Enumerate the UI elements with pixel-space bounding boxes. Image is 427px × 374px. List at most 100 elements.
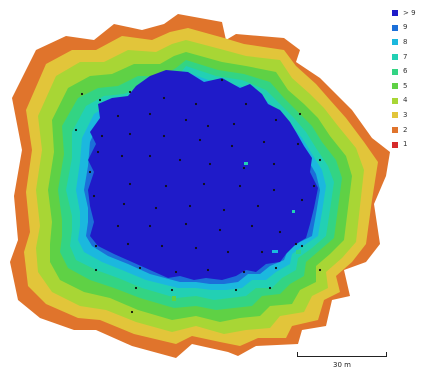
camera-point — [272, 188, 276, 192]
camera-point — [134, 286, 138, 290]
camera-point — [222, 208, 226, 212]
camera-point — [126, 242, 130, 246]
camera-point — [202, 182, 206, 186]
legend-swatch — [392, 68, 398, 75]
camera-point — [260, 250, 264, 254]
camera-point — [218, 228, 222, 232]
camera-point — [130, 310, 134, 314]
legend-swatch — [392, 54, 398, 61]
legend-label: 8 — [403, 37, 408, 46]
camera-point — [74, 128, 78, 132]
camera-point — [122, 202, 126, 206]
camera-point — [274, 118, 278, 122]
legend-swatch — [392, 39, 398, 46]
camera-point — [184, 222, 188, 226]
camera-point — [138, 266, 142, 270]
camera-point — [234, 288, 238, 292]
camera-point — [230, 144, 234, 148]
legend-swatch — [392, 24, 398, 31]
legend-label: 5 — [403, 81, 408, 90]
camera-point — [206, 268, 210, 272]
camera-point — [296, 142, 300, 146]
legend-item: 5 — [392, 79, 426, 94]
legend-item: 4 — [392, 94, 426, 109]
camera-point — [208, 162, 212, 166]
camera-point — [242, 166, 246, 170]
camera-point — [244, 102, 248, 106]
legend-swatch — [392, 97, 398, 104]
camera-point — [154, 206, 158, 210]
legend-swatch — [392, 112, 398, 119]
camera-point — [148, 154, 152, 158]
camera-point — [238, 184, 242, 188]
camera-point — [300, 198, 304, 202]
legend-label: 6 — [403, 67, 408, 76]
camera-point — [312, 184, 316, 188]
camera-point — [184, 118, 188, 122]
legend-item: 3 — [392, 108, 426, 123]
camera-point — [318, 158, 322, 162]
scale-bar — [297, 352, 387, 357]
camera-point — [148, 224, 152, 228]
camera-point — [226, 250, 230, 254]
camera-point — [164, 184, 168, 188]
legend-label: 9 — [403, 23, 408, 32]
legend-item: 1 — [392, 137, 426, 152]
camera-point — [170, 288, 174, 292]
camera-points — [74, 78, 322, 314]
camera-point — [242, 270, 246, 274]
camera-point — [94, 244, 98, 248]
camera-point — [98, 98, 102, 102]
camera-point — [268, 286, 272, 290]
legend-label: 7 — [403, 52, 408, 61]
camera-point — [188, 204, 192, 208]
legend-item: 8 — [392, 35, 426, 50]
legend: > 9 9 8 7 6 5 4 3 2 1 — [392, 6, 426, 152]
camera-point — [198, 138, 202, 142]
camera-point — [206, 124, 210, 128]
legend-item: 2 — [392, 123, 426, 138]
legend-swatch — [392, 10, 398, 17]
camera-point — [120, 154, 124, 158]
camera-point — [272, 162, 276, 166]
camera-point — [174, 270, 178, 274]
camera-point — [194, 102, 198, 106]
camera-point — [116, 224, 120, 228]
camera-point — [94, 268, 98, 272]
camera-point — [300, 244, 304, 248]
legend-label: 1 — [403, 140, 408, 149]
camera-point — [88, 170, 92, 174]
legend-swatch — [392, 83, 398, 90]
overlap-zone-above-9 — [88, 70, 318, 280]
legend-item: 9 — [392, 21, 426, 36]
camera-point — [256, 204, 260, 208]
camera-point — [194, 246, 198, 250]
camera-point — [294, 242, 298, 246]
camera-point — [80, 92, 84, 96]
legend-swatch — [392, 141, 398, 148]
legend-label: 4 — [403, 96, 408, 105]
scale-bar-label: 30 m — [333, 361, 351, 369]
camera-point — [274, 266, 278, 270]
camera-point — [96, 150, 100, 154]
camera-point — [220, 78, 224, 82]
camera-point — [100, 134, 104, 138]
camera-point — [92, 194, 96, 198]
camera-point — [232, 122, 236, 126]
camera-point — [128, 132, 132, 136]
legend-item: > 9 — [392, 6, 426, 21]
camera-point — [128, 182, 132, 186]
camera-point — [116, 114, 120, 118]
camera-point — [162, 134, 166, 138]
camera-point — [178, 158, 182, 162]
camera-point — [128, 90, 132, 94]
overlap-specks — [172, 162, 301, 301]
camera-point — [298, 112, 302, 116]
legend-item: 7 — [392, 50, 426, 65]
camera-point — [250, 224, 254, 228]
camera-point — [160, 244, 164, 248]
camera-point — [162, 96, 166, 100]
camera-point — [148, 112, 152, 116]
camera-point — [278, 230, 282, 234]
